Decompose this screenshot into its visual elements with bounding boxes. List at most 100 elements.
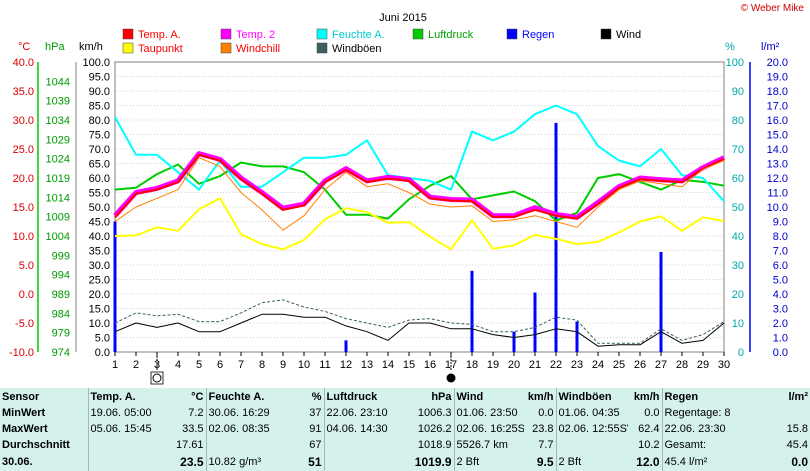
stats-header: l/m² — [788, 390, 808, 403]
rain-bar — [512, 331, 516, 352]
rain-tick-label: 14.0 — [767, 144, 788, 156]
stats-row-label: 30.06. — [2, 456, 33, 468]
x-tick-label: 20 — [508, 359, 520, 371]
stats-cell: 17.61 — [175, 439, 204, 451]
x-tick-label: 14 — [382, 359, 394, 371]
copyright-label: © Weber Mike — [740, 3, 804, 14]
series-line-windb-en — [114, 299, 725, 344]
statistics-table: Sensor Temp. A. °C Feuchte A. % Luftdruc… — [0, 388, 810, 471]
wind-tick-label: 30.0 — [89, 260, 110, 272]
wind-tick-label: 5.0 — [95, 333, 110, 345]
stats-cell: 22.06. 23:10 — [323, 405, 408, 421]
rain-bar — [554, 122, 558, 353]
rain-tick-label: 20.0 — [767, 57, 788, 69]
x-tick-label: 12 — [340, 359, 352, 371]
rain-bars — [113, 122, 663, 353]
wind-tick-label: 45.0 — [89, 217, 110, 229]
rain-tick-label: 10.0 — [767, 202, 788, 214]
stats-header: Feuchte A. — [205, 388, 288, 405]
x-tick-label: 4 — [175, 359, 181, 371]
chart-axes: °C hPa km/h% l/m² 40.0 35.0 30.0 25.0 20.0 15.0 10… — [9, 41, 788, 359]
x-tick-label: 25 — [613, 359, 625, 371]
stats-cell: 22.06. 23:30 — [661, 421, 746, 437]
stats-header: Temp. A. — [87, 388, 168, 405]
x-tick-label: 23 — [571, 359, 583, 371]
humidity-tick-label: 40 — [732, 231, 744, 243]
pressure-tick-label: 1029 — [46, 134, 70, 146]
stats-cell: 15.8 — [786, 423, 808, 435]
temp-tick-label: 10.0 — [13, 231, 34, 243]
series-line-wind — [114, 313, 725, 347]
rain-tick-label: 3.0 — [773, 304, 788, 316]
stats-cell: 45.4 — [786, 439, 808, 451]
legend-swatch — [600, 28, 612, 40]
wind-tick-label: 65.0 — [89, 159, 110, 171]
legend-label: Temp. A. — [138, 29, 181, 41]
pressure-tick-label: 1004 — [46, 231, 70, 243]
legend-swatch — [316, 28, 328, 40]
humidity-tick-label: 10 — [732, 318, 744, 330]
x-tick-label: 27 — [655, 359, 667, 371]
rain-tick-label: 12.0 — [767, 173, 788, 185]
pressure-tick-label: 1034 — [46, 115, 70, 127]
x-tick-label: 24 — [592, 359, 604, 371]
rain-bar — [470, 270, 474, 352]
x-axis-ticks: 1234567891011121314151617181920212223242… — [112, 352, 730, 371]
legend-swatch — [122, 28, 134, 40]
pressure-tick-label: 1014 — [46, 192, 70, 204]
x-tick-label: 11 — [319, 359, 330, 371]
legend-label: Wind — [616, 29, 641, 41]
wind-tick-label: 80.0 — [89, 115, 110, 127]
stats-row-current: 30.06. 23.5 10.82 g/m³ 51 1019.9 2 Bft 9… — [0, 453, 810, 471]
chart-gridlines — [115, 61, 724, 353]
stats-header: km/h — [633, 390, 660, 403]
pressure-tick-label: 979 — [52, 328, 70, 340]
rain-bar — [659, 251, 663, 352]
stats-cell: 23.8 — [532, 423, 554, 435]
stats-cell: 67 — [309, 439, 322, 451]
rain-tick-label: 13.0 — [767, 159, 788, 171]
stats-cell: 0.0 — [644, 407, 660, 419]
x-tick-label: 2 — [133, 359, 139, 371]
chart-series — [113, 104, 726, 347]
x-tick-label: 22 — [550, 359, 562, 371]
legend-label: Regen — [522, 29, 554, 41]
humidity-tick-label: 50 — [732, 202, 744, 214]
temp-axis-unit: °C — [18, 41, 30, 53]
rain-tick-label: 18.0 — [767, 86, 788, 98]
stats-cell: 10.2 — [638, 439, 660, 451]
stats-cell: 04.06. 14:30 — [323, 421, 408, 437]
pressure-tick-label: 1024 — [46, 154, 70, 166]
legend-swatch — [412, 28, 424, 40]
wind-tick-label: 20.0 — [89, 289, 110, 301]
x-tick-label: 1 — [112, 359, 118, 371]
wind-tick-label: 90.0 — [89, 86, 110, 98]
pressure-tick-label: 1039 — [46, 96, 70, 108]
stats-cell: 1006.3 — [417, 407, 452, 419]
stats-cell: 30.06. 16:29 — [205, 405, 288, 421]
legend-label: Feuchte A. — [332, 29, 385, 41]
humidity-tick-label: 90 — [732, 86, 744, 98]
temp-tick-label: 20.0 — [13, 173, 34, 185]
stats-cell: 05.06. 15:45 — [87, 421, 168, 437]
rain-tick-label: 15.0 — [767, 130, 788, 142]
legend-swatch — [220, 28, 232, 40]
series-line-windchill — [114, 157, 725, 231]
chart-title: Juni 2015 — [379, 12, 427, 24]
pressure-tick-label: 984 — [52, 308, 70, 320]
stats-header: km/h — [527, 390, 554, 403]
rain-tick-label: 19.0 — [767, 72, 788, 84]
stats-header: Luftdruck — [323, 388, 408, 405]
stats-header-row: Sensor Temp. A. °C Feuchte A. % Luftdruc… — [0, 388, 810, 405]
stats-cell: 51 — [308, 455, 322, 469]
stats-cell — [555, 437, 628, 453]
wind-tick-label: 100.0 — [82, 57, 110, 69]
stats-header: Sensor — [2, 390, 40, 403]
rain-tick-label: 11.0 — [767, 188, 788, 200]
stats-cell: 2 Bft — [555, 453, 628, 471]
temp-tick-label: -10.0 — [9, 347, 34, 359]
stats-row-max: MaxWert 05.06. 15:45 33.5 02.06. 08:35 9… — [0, 421, 810, 437]
pressure-tick-label: 999 — [52, 250, 70, 262]
stats-header: Regen — [661, 388, 746, 405]
stats-cell: Regentage: 8 — [661, 405, 746, 421]
